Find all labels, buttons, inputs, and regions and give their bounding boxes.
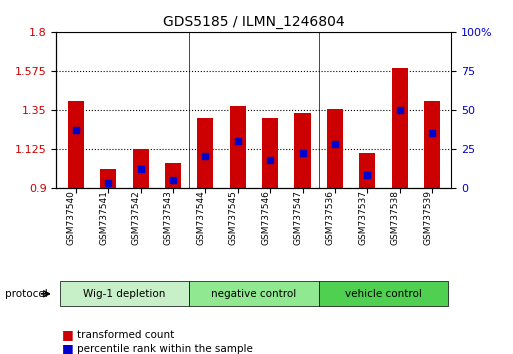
Bar <box>132 149 149 188</box>
Text: GSM737543: GSM737543 <box>164 190 173 245</box>
Text: GSM737544: GSM737544 <box>196 190 205 245</box>
Text: GSM737545: GSM737545 <box>229 190 238 245</box>
Text: GSM737540: GSM737540 <box>67 190 76 245</box>
Text: ■: ■ <box>62 342 73 354</box>
Bar <box>391 68 408 188</box>
Text: GSM737538: GSM737538 <box>390 190 400 245</box>
Bar <box>294 113 310 188</box>
Text: percentile rank within the sample: percentile rank within the sample <box>77 344 253 354</box>
Bar <box>424 101 440 188</box>
Bar <box>359 153 376 188</box>
Text: protocol: protocol <box>5 289 48 299</box>
Bar <box>230 106 246 188</box>
Title: GDS5185 / ILMN_1246804: GDS5185 / ILMN_1246804 <box>163 16 345 29</box>
Text: GSM737546: GSM737546 <box>261 190 270 245</box>
Bar <box>100 169 116 188</box>
Bar <box>189 281 319 306</box>
Bar <box>60 281 189 306</box>
Text: GSM737539: GSM737539 <box>423 190 432 245</box>
Bar <box>327 109 343 188</box>
Text: negative control: negative control <box>211 289 297 299</box>
Text: GSM737536: GSM737536 <box>326 190 335 245</box>
Text: ■: ■ <box>62 328 73 341</box>
Text: GSM737542: GSM737542 <box>132 190 141 245</box>
Text: transformed count: transformed count <box>77 330 174 339</box>
Text: vehicle control: vehicle control <box>345 289 422 299</box>
Text: GSM737541: GSM737541 <box>99 190 108 245</box>
Bar <box>165 164 181 188</box>
Text: Wig-1 depletion: Wig-1 depletion <box>83 289 166 299</box>
Bar <box>198 118 213 188</box>
Bar <box>262 118 278 188</box>
Bar <box>68 101 84 188</box>
Text: GSM737537: GSM737537 <box>358 190 367 245</box>
Bar <box>319 281 448 306</box>
Text: GSM737547: GSM737547 <box>293 190 303 245</box>
